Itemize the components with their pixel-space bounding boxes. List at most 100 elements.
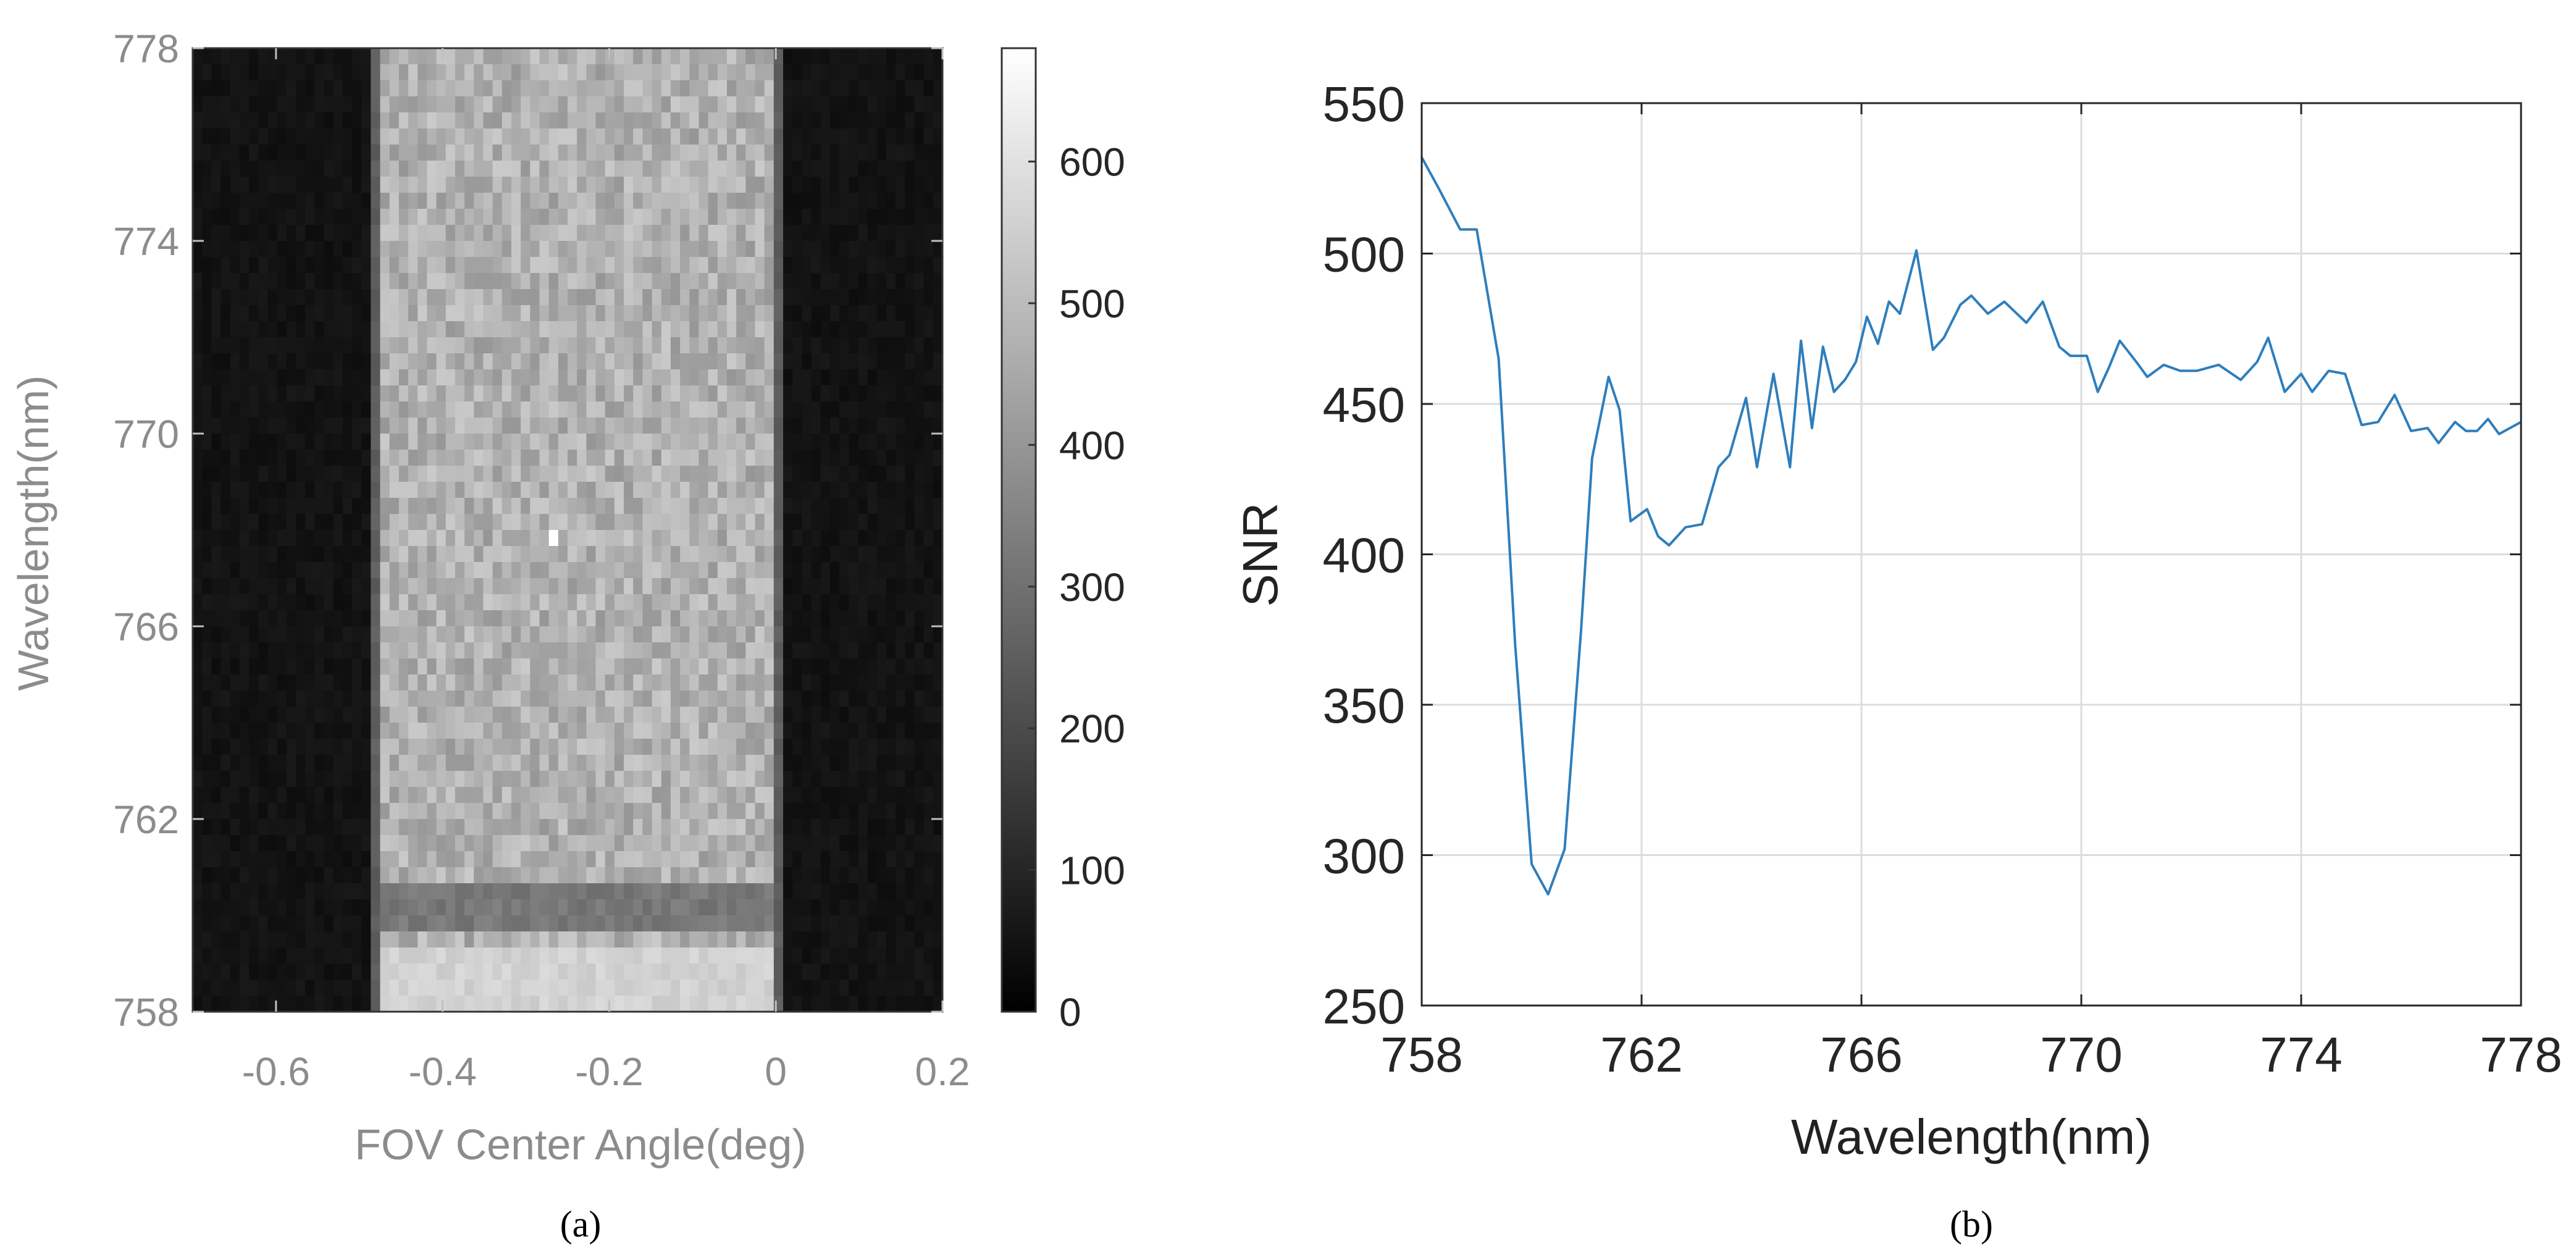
heatmap-cell [745, 96, 756, 113]
heatmap-cell [914, 385, 925, 402]
heatmap-cell [849, 193, 859, 209]
heatmap-cell [474, 899, 484, 916]
heatmap-cell [914, 899, 925, 916]
heatmap-cell [445, 385, 456, 402]
heatmap-cell [595, 273, 606, 290]
heatmap-y-tick-label: 778 [113, 27, 179, 71]
heatmap-cell [717, 305, 728, 322]
heatmap-cell [896, 337, 905, 354]
heatmap-cell [858, 787, 868, 804]
heatmap-cell [501, 514, 512, 531]
heatmap-cell [511, 145, 521, 161]
heatmap-cell [745, 915, 756, 932]
heatmap-cell [521, 723, 531, 739]
heatmap-cell [230, 803, 240, 820]
heatmap-cell [633, 594, 643, 611]
heatmap-cell [708, 691, 718, 707]
heatmap-cell [867, 578, 878, 595]
heatmap-cell [858, 835, 868, 852]
snr-point [1877, 343, 1879, 345]
heatmap-cell [773, 674, 784, 691]
heatmap-cell [699, 546, 709, 563]
heatmap-cell [295, 177, 306, 193]
heatmap-cell [858, 674, 868, 691]
heatmap-x-tick-label: -0.6 [242, 1049, 310, 1094]
heatmap-cell [849, 385, 859, 402]
heatmap-cell [427, 321, 437, 338]
heatmap-cell [914, 257, 925, 274]
snr-point [2239, 379, 2242, 381]
heatmap-cell [708, 161, 718, 177]
heatmap-cell [539, 546, 550, 563]
heatmap-cell [568, 401, 577, 418]
heatmap-cell [577, 803, 587, 820]
heatmap-cell [417, 835, 427, 852]
heatmap-cell [398, 739, 409, 755]
heatmap-cell [783, 931, 793, 948]
heatmap-cell [342, 273, 353, 290]
heatmap-cell [624, 305, 634, 322]
heatmap-cell [614, 434, 624, 450]
heatmap-cell [511, 803, 521, 820]
heatmap-cell [464, 514, 474, 531]
heatmap-cell [876, 514, 887, 531]
heatmap-cell [239, 145, 250, 161]
heatmap-cell [427, 835, 437, 852]
heatmap-cell [333, 755, 343, 771]
heatmap-cell [633, 755, 643, 771]
heatmap-cell [324, 578, 334, 595]
heatmap-cell [773, 257, 784, 274]
heatmap-cell [661, 964, 671, 980]
heatmap-cell [783, 273, 793, 290]
heatmap-cell [314, 980, 325, 996]
heatmap-cell [886, 241, 896, 258]
heatmap-cell [398, 305, 409, 322]
heatmap-cell [483, 947, 493, 964]
heatmap-cell [802, 996, 812, 1012]
heatmap-cell [858, 578, 868, 595]
heatmap-cell [455, 980, 465, 996]
heatmap-cell [783, 369, 793, 386]
heatmap-cell [202, 401, 212, 418]
heatmap-cell [220, 707, 231, 723]
heatmap-cell [445, 482, 456, 498]
heatmap-cell [577, 385, 587, 402]
heatmap-cell [258, 915, 269, 932]
heatmap-cell [849, 209, 859, 225]
heatmap-cell [286, 723, 296, 739]
heatmap-cell [717, 915, 728, 932]
heatmap-cell [258, 691, 269, 707]
heatmap-cell [670, 305, 681, 322]
heatmap-cell [699, 867, 709, 884]
heatmap-cell [586, 482, 597, 498]
heatmap-cell [829, 450, 840, 466]
heatmap-cell [511, 899, 521, 916]
heatmap-cell [277, 209, 287, 225]
heatmap-cell [361, 899, 371, 916]
heatmap-cell [568, 674, 577, 691]
heatmap-cell [577, 610, 587, 627]
heatmap-cell [464, 530, 474, 547]
heatmap-cell [286, 819, 296, 836]
heatmap-cell [324, 514, 334, 531]
heatmap-cell [680, 177, 690, 193]
heatmap-cell [680, 947, 690, 964]
heatmap-cell [258, 899, 269, 916]
heatmap-cell [914, 418, 925, 434]
heatmap-cell [568, 48, 577, 65]
snr-point [1701, 523, 1703, 526]
heatmap-cell [914, 964, 925, 980]
heatmap-cell [849, 691, 859, 707]
heatmap-cell [314, 803, 325, 820]
heatmap-cell [811, 434, 821, 450]
heatmap-cell [389, 610, 400, 627]
heatmap-cell [211, 771, 222, 788]
heatmap-cell [726, 225, 737, 242]
heatmap-cell [633, 225, 643, 242]
heatmap-cell [849, 369, 859, 386]
heatmap-cell [876, 353, 887, 370]
heatmap-cell [661, 691, 671, 707]
heatmap-cell [829, 835, 840, 852]
heatmap-cell [923, 80, 934, 97]
heatmap-cell [277, 450, 287, 466]
